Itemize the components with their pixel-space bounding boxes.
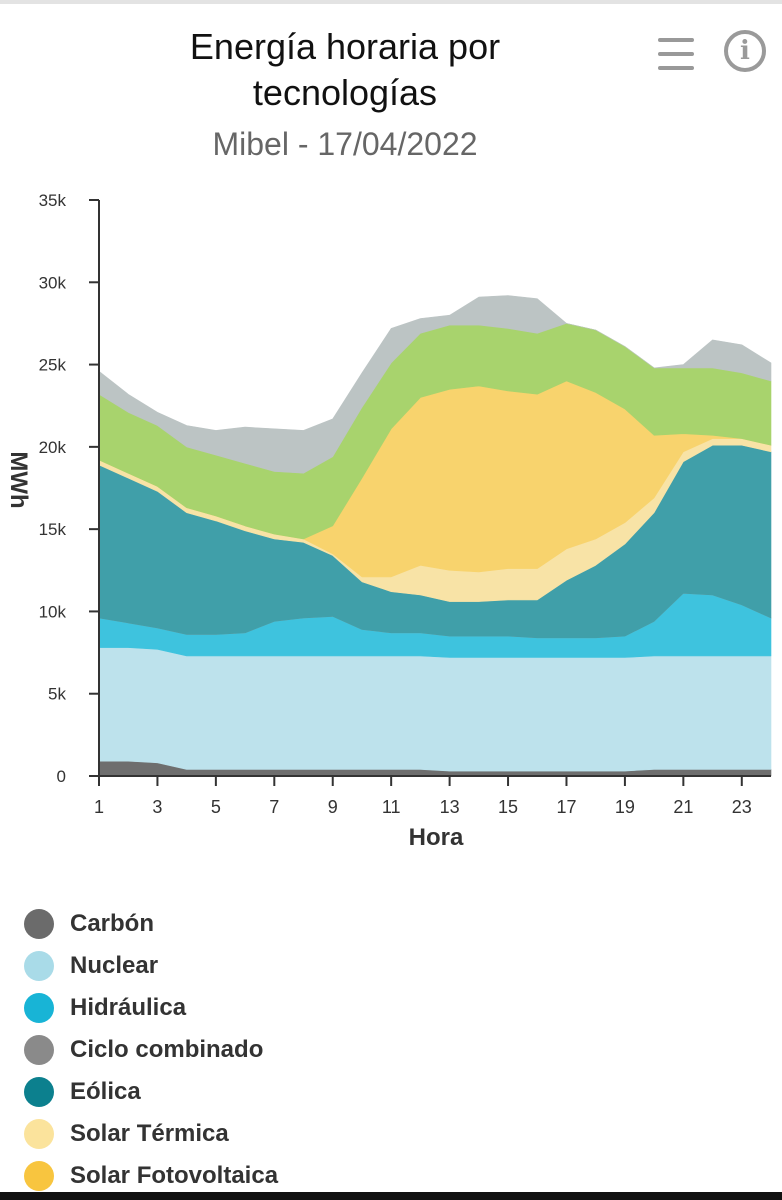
x-tick-label: 5 bbox=[211, 797, 221, 817]
x-tick-label: 13 bbox=[440, 797, 460, 817]
legend-label-eolica: Eólica bbox=[70, 1078, 141, 1105]
bottom-bar bbox=[0, 1192, 782, 1200]
legend-label-hidraulica: Hidráulica bbox=[70, 994, 187, 1021]
x-tick-label: 17 bbox=[556, 797, 576, 817]
legend-item-solar-termica[interactable]: Solar Térmica bbox=[24, 1113, 278, 1155]
chart-title: Energía horaria por tecnologías bbox=[150, 24, 540, 116]
y-axis-title: MWh bbox=[5, 451, 32, 508]
info-icon[interactable]: i bbox=[724, 30, 766, 72]
legend-label-solar-termica: Solar Térmica bbox=[70, 1120, 229, 1147]
x-tick-label: 11 bbox=[382, 797, 401, 817]
chart-legend: Carbón Nuclear Hidráulica Ciclo combinad… bbox=[24, 903, 278, 1197]
legend-item-hidraulica[interactable]: Hidráulica bbox=[24, 987, 278, 1029]
legend-swatch-solar-termica bbox=[24, 1119, 54, 1149]
y-tick-label: 25k bbox=[39, 356, 67, 375]
area-series-otras bbox=[98, 295, 772, 474]
hamburger-menu-icon[interactable] bbox=[652, 34, 700, 74]
x-tick-label: 3 bbox=[152, 797, 162, 817]
legend-label-solar-fotovoltaica: Solar Fotovoltaica bbox=[70, 1162, 279, 1189]
x-axis-title: Hora bbox=[409, 824, 464, 851]
x-tick-label: 7 bbox=[269, 797, 279, 817]
legend-item-nuclear[interactable]: Nuclear bbox=[24, 945, 278, 987]
top-divider bbox=[0, 0, 782, 4]
legend-swatch-ciclo-combinado bbox=[24, 1035, 54, 1065]
chart-title-line-1: Energía horaria por bbox=[189, 26, 501, 67]
y-tick-label: 15k bbox=[39, 520, 67, 539]
chart-title-line-2: tecnologías bbox=[252, 72, 438, 113]
legend-swatch-carbon bbox=[24, 909, 54, 939]
x-tick-label: 21 bbox=[673, 797, 693, 817]
x-tick-label: 1 bbox=[94, 797, 104, 817]
legend-item-carbon[interactable]: Carbón bbox=[24, 903, 278, 945]
chart-areas bbox=[98, 295, 772, 777]
y-tick-label: 0 bbox=[57, 767, 66, 786]
y-tick-label: 30k bbox=[39, 273, 67, 292]
legend-item-eolica[interactable]: Eólica bbox=[24, 1071, 278, 1113]
legend-item-ciclo-combinado[interactable]: Ciclo combinado bbox=[24, 1029, 278, 1071]
legend-swatch-solar-fotovoltaica bbox=[24, 1161, 54, 1191]
y-tick-label: 20k bbox=[39, 438, 67, 457]
area-series-nuclear bbox=[98, 647, 772, 772]
legend-swatch-eolica bbox=[24, 1077, 54, 1107]
legend-label-carbon: Carbón bbox=[70, 910, 154, 937]
legend-label-nuclear: Nuclear bbox=[70, 952, 159, 979]
x-tick-label: 9 bbox=[328, 797, 338, 817]
x-tick-label: 15 bbox=[498, 797, 518, 817]
legend-label-ciclo-combinado: Ciclo combinado bbox=[70, 1036, 264, 1063]
legend-swatch-hidraulica bbox=[24, 993, 54, 1023]
legend-swatch-nuclear bbox=[24, 951, 54, 981]
y-tick-label: 35k bbox=[39, 191, 67, 210]
legend-item-solar-fotovoltaica[interactable]: Solar Fotovoltaica bbox=[24, 1155, 278, 1197]
chart-axes bbox=[89, 199, 771, 786]
y-tick-label: 5k bbox=[48, 685, 66, 704]
y-tick-label: 10k bbox=[39, 602, 67, 621]
x-tick-label: 19 bbox=[615, 797, 635, 817]
chart-subtitle: Mibel - 17/04/2022 bbox=[212, 126, 478, 162]
x-tick-label: 23 bbox=[732, 797, 752, 817]
